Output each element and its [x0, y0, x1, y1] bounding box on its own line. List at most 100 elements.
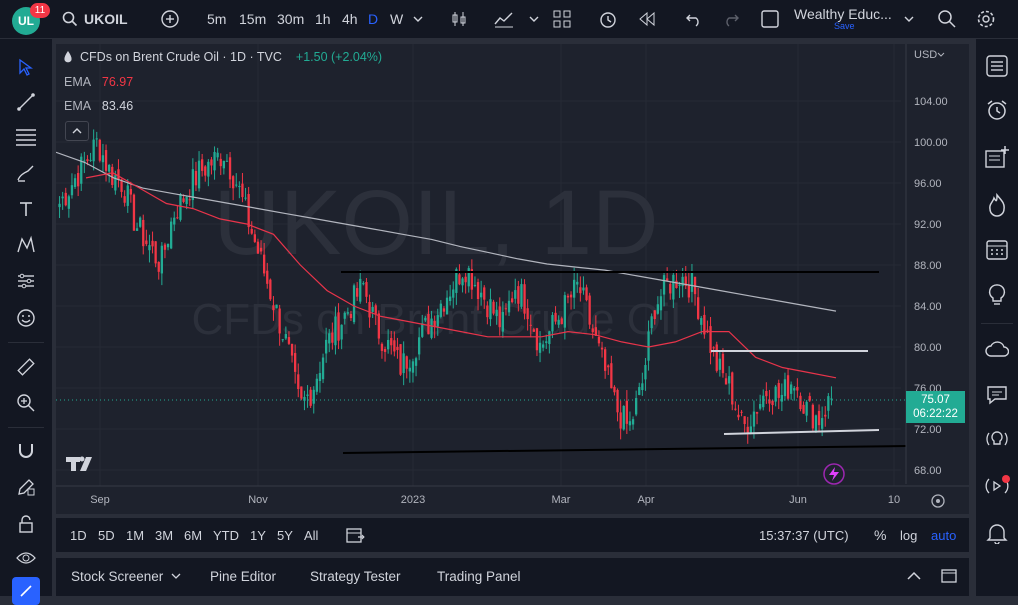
goto-date-button[interactable]	[346, 518, 366, 552]
tab-pine-editor[interactable]: Pine Editor	[210, 568, 277, 584]
ema-fast-legend[interactable]: EMA 76.97	[64, 75, 133, 89]
candle-body	[607, 365, 610, 368]
watchlist-button[interactable]	[983, 52, 1011, 80]
range-6m[interactable]: 6M	[184, 527, 203, 543]
maximize-panel-button[interactable]	[941, 558, 957, 594]
range-3m[interactable]: 3M	[155, 527, 174, 543]
visibility-tool[interactable]	[12, 544, 40, 572]
pattern-tool[interactable]	[12, 231, 40, 259]
candle-body	[672, 274, 675, 300]
object-tree-tool[interactable]	[12, 577, 40, 605]
emoji-tool[interactable]	[12, 304, 40, 332]
chart-type-button[interactable]	[450, 0, 468, 38]
cloud-icon	[985, 341, 1009, 357]
cursor-tool[interactable]	[12, 53, 40, 81]
price-chart[interactable]: UKOIL, 1D CFDs on Brent Crude Oil 104.00…	[55, 44, 969, 514]
range-5d[interactable]: 5D	[98, 527, 115, 543]
currency-label[interactable]: USD	[914, 49, 937, 61]
interval-4h[interactable]: 4h	[342, 11, 358, 27]
candle-body	[269, 279, 272, 300]
streams-button[interactable]	[983, 426, 1011, 454]
support-line[interactable]	[342, 445, 907, 454]
interval-w[interactable]: W	[390, 11, 404, 27]
expand-panel-button[interactable]	[906, 558, 922, 594]
range-bottom-line[interactable]	[723, 429, 880, 435]
clock-timezone[interactable]: 15:37:37 (UTC)	[759, 527, 849, 543]
scale-settings-icon[interactable]	[931, 494, 945, 508]
redo-button[interactable]	[722, 0, 740, 38]
symbol-search-button[interactable]: UKOIL	[62, 0, 128, 38]
legend-title[interactable]: CFDs on Brent Crude Oil · 1D · TVC	[80, 50, 282, 64]
prediction-tool[interactable]	[12, 267, 40, 295]
interval-dropdown[interactable]	[412, 0, 424, 38]
candle-body	[656, 304, 659, 314]
candle-body	[359, 278, 362, 302]
compare-symbol-button[interactable]	[160, 0, 180, 38]
candle-body	[591, 328, 594, 333]
live-streams-button[interactable]	[983, 472, 1011, 500]
draw-mode-tool[interactable]	[12, 473, 40, 501]
lock-tool[interactable]	[12, 510, 40, 538]
candle-body	[548, 331, 551, 345]
range-1y[interactable]: 1Y	[250, 527, 266, 543]
ruler-tool[interactable]	[12, 353, 40, 381]
ema-slow-legend[interactable]: EMA 83.46	[64, 99, 133, 113]
magnet-tool[interactable]	[12, 437, 40, 465]
ideas-button[interactable]	[983, 281, 1011, 309]
news-button[interactable]	[983, 336, 1011, 364]
quick-search-button[interactable]	[937, 0, 957, 38]
templates-button[interactable]	[553, 0, 571, 38]
settings-button[interactable]	[976, 0, 996, 38]
candle-body	[176, 217, 179, 219]
chat-button[interactable]	[983, 381, 1011, 409]
candle-body	[80, 156, 83, 184]
alerts-button[interactable]	[983, 96, 1011, 124]
brush-tool[interactable]	[12, 159, 40, 187]
interval-30m[interactable]: 30m	[277, 11, 305, 27]
indicators-dropdown[interactable]	[528, 0, 540, 38]
alert-button[interactable]	[598, 0, 618, 38]
collapse-legend-button[interactable]	[65, 121, 89, 141]
auto-scale-toggle[interactable]: auto	[931, 527, 957, 543]
fib-tool[interactable]	[12, 123, 40, 151]
tradingview-logo[interactable]	[66, 456, 92, 472]
indicators-button[interactable]	[494, 0, 514, 38]
trend-line-tool[interactable]	[12, 88, 40, 116]
undo-button[interactable]	[685, 0, 703, 38]
range-ytd[interactable]: YTD	[213, 527, 239, 543]
candle-body	[185, 196, 188, 205]
tab-stock-screener[interactable]: Stock Screener	[71, 558, 181, 594]
lightning-icon[interactable]	[823, 463, 845, 485]
notifications-button[interactable]	[983, 519, 1011, 547]
replay-button[interactable]	[638, 0, 656, 38]
range-all[interactable]: All	[304, 527, 319, 543]
range-1m[interactable]: 1M	[126, 527, 145, 543]
layout-name[interactable]: Wealthy Educ...	[794, 6, 892, 22]
text-tool[interactable]	[12, 195, 40, 223]
zoom-tool[interactable]	[12, 389, 40, 417]
layout-button[interactable]	[761, 0, 779, 38]
calendar-button[interactable]	[983, 235, 1011, 263]
percent-toggle[interactable]: %	[874, 527, 887, 543]
candle-body	[390, 338, 393, 346]
range-1d[interactable]: 1D	[70, 527, 87, 543]
price-scale[interactable]: 104.00100.0096.0092.0088.0084.0080.0076.…	[914, 96, 948, 477]
log-toggle[interactable]: log	[900, 527, 918, 543]
hotlists-button[interactable]	[983, 191, 1011, 219]
chart-pane[interactable]: UKOIL, 1D CFDs on Brent Crude Oil 104.00…	[55, 44, 969, 514]
layout-dropdown[interactable]	[903, 0, 915, 38]
time-scale[interactable]: Sep Nov 2023 Mar Apr Jun 10	[90, 494, 900, 506]
tab-strategy-tester[interactable]: Strategy Tester	[310, 568, 401, 584]
price-tick-label: 84.00	[914, 301, 942, 313]
interval-5m[interactable]: 5m	[207, 11, 227, 27]
candle-body	[616, 389, 619, 413]
tab-trading-panel[interactable]: Trading Panel	[437, 568, 521, 584]
save-label[interactable]: Save	[834, 21, 855, 31]
interval-1h[interactable]: 1h	[315, 11, 331, 27]
data-window-button[interactable]	[983, 143, 1011, 171]
interval-d[interactable]: D	[368, 11, 379, 27]
candle-body	[232, 176, 235, 189]
range-5y[interactable]: 5Y	[277, 527, 293, 543]
interval-15m[interactable]: 15m	[239, 11, 267, 27]
scale-settings-dot	[936, 499, 940, 503]
